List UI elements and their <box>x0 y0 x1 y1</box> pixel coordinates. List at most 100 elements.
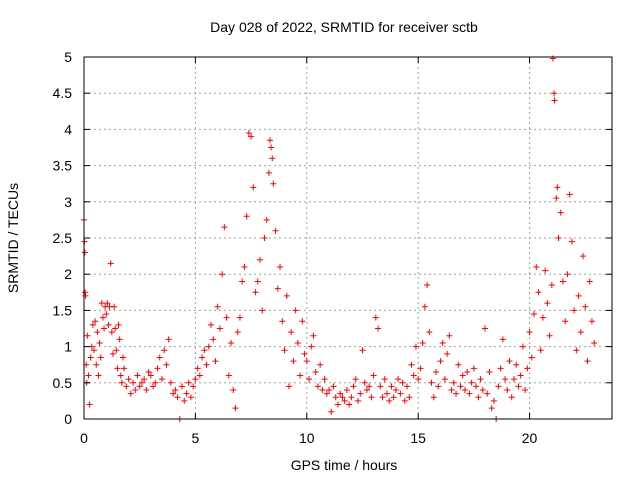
data-point <box>156 354 163 361</box>
data-point <box>568 238 575 245</box>
data-point <box>495 383 502 390</box>
data-point <box>554 184 561 191</box>
data-point <box>167 379 174 386</box>
data-point <box>381 376 388 383</box>
data-point <box>417 365 424 372</box>
data-point <box>524 365 531 372</box>
data-point <box>401 397 408 404</box>
data-point <box>254 278 261 285</box>
data-point <box>549 55 556 62</box>
data-point <box>232 405 239 412</box>
data-point <box>207 321 214 328</box>
data-point <box>241 263 248 270</box>
data-point <box>294 339 301 346</box>
data-point <box>270 180 277 187</box>
data-point <box>388 383 395 390</box>
data-point <box>105 321 112 328</box>
data-point <box>152 379 159 386</box>
data-point <box>575 292 582 299</box>
data-point <box>352 376 359 383</box>
data-point <box>250 184 257 191</box>
data-point <box>114 365 121 372</box>
data-point <box>103 311 110 318</box>
data-point <box>308 343 315 350</box>
data-point <box>274 285 281 292</box>
data-point <box>542 267 549 274</box>
data-point <box>375 325 382 332</box>
data-point <box>230 387 237 394</box>
data-point <box>123 383 130 390</box>
data-point <box>154 365 161 372</box>
data-point <box>288 329 295 336</box>
data-point <box>257 256 263 263</box>
data-point <box>81 249 88 256</box>
data-point <box>219 271 226 278</box>
data-point <box>86 401 93 408</box>
data-point <box>145 368 152 375</box>
data-point <box>379 394 386 401</box>
data-point <box>457 383 464 390</box>
y-tick-label: 0 <box>64 411 72 427</box>
y-tick-label: 5 <box>64 49 72 65</box>
data-point <box>504 387 511 394</box>
data-point <box>526 329 533 336</box>
data-point <box>346 401 353 408</box>
data-point <box>484 390 491 397</box>
data-point <box>111 303 118 310</box>
data-point <box>339 394 346 401</box>
data-point <box>92 318 99 325</box>
data-point <box>586 278 593 285</box>
data-point <box>591 339 598 346</box>
data-point <box>314 383 321 390</box>
data-point <box>185 379 192 386</box>
data-point <box>136 383 143 390</box>
data-point <box>252 289 259 296</box>
data-point <box>461 387 468 394</box>
data-point <box>390 394 397 401</box>
data-point <box>194 365 201 372</box>
y-tick-label: 1.5 <box>53 302 73 318</box>
data-point <box>343 387 350 394</box>
data-point <box>268 144 275 151</box>
data-point <box>306 376 313 383</box>
data-point <box>410 372 417 379</box>
data-point <box>174 394 181 401</box>
data-point <box>473 383 480 390</box>
data-point <box>468 379 475 386</box>
data-point <box>317 361 324 368</box>
data-point <box>236 314 243 321</box>
data-point <box>408 361 415 368</box>
data-point <box>395 376 402 383</box>
data-point <box>513 361 520 368</box>
data-point <box>310 332 317 339</box>
data-point <box>228 339 235 346</box>
data-point <box>221 224 228 231</box>
data-point <box>93 361 100 368</box>
data-point <box>138 379 145 386</box>
data-point <box>87 354 94 361</box>
data-point <box>203 361 210 368</box>
data-point <box>361 379 368 386</box>
data-point <box>297 372 304 379</box>
data-point <box>584 358 591 365</box>
data-point <box>301 350 308 357</box>
data-point <box>101 325 108 332</box>
data-point <box>161 347 168 354</box>
y-tick-label: 1 <box>64 339 72 355</box>
data-point <box>508 394 515 401</box>
data-point <box>172 387 179 394</box>
data-point <box>421 303 428 310</box>
data-point <box>265 169 272 176</box>
data-point <box>372 314 379 321</box>
data-point <box>113 347 120 354</box>
data-point <box>187 394 194 401</box>
data-point <box>366 383 373 390</box>
plot-frame <box>83 56 613 420</box>
data-point <box>104 300 111 307</box>
data-point <box>368 394 375 401</box>
data-point <box>441 376 448 383</box>
data-point <box>464 368 471 375</box>
data-point <box>326 387 333 394</box>
data-point <box>96 339 103 346</box>
data-point <box>397 390 404 397</box>
